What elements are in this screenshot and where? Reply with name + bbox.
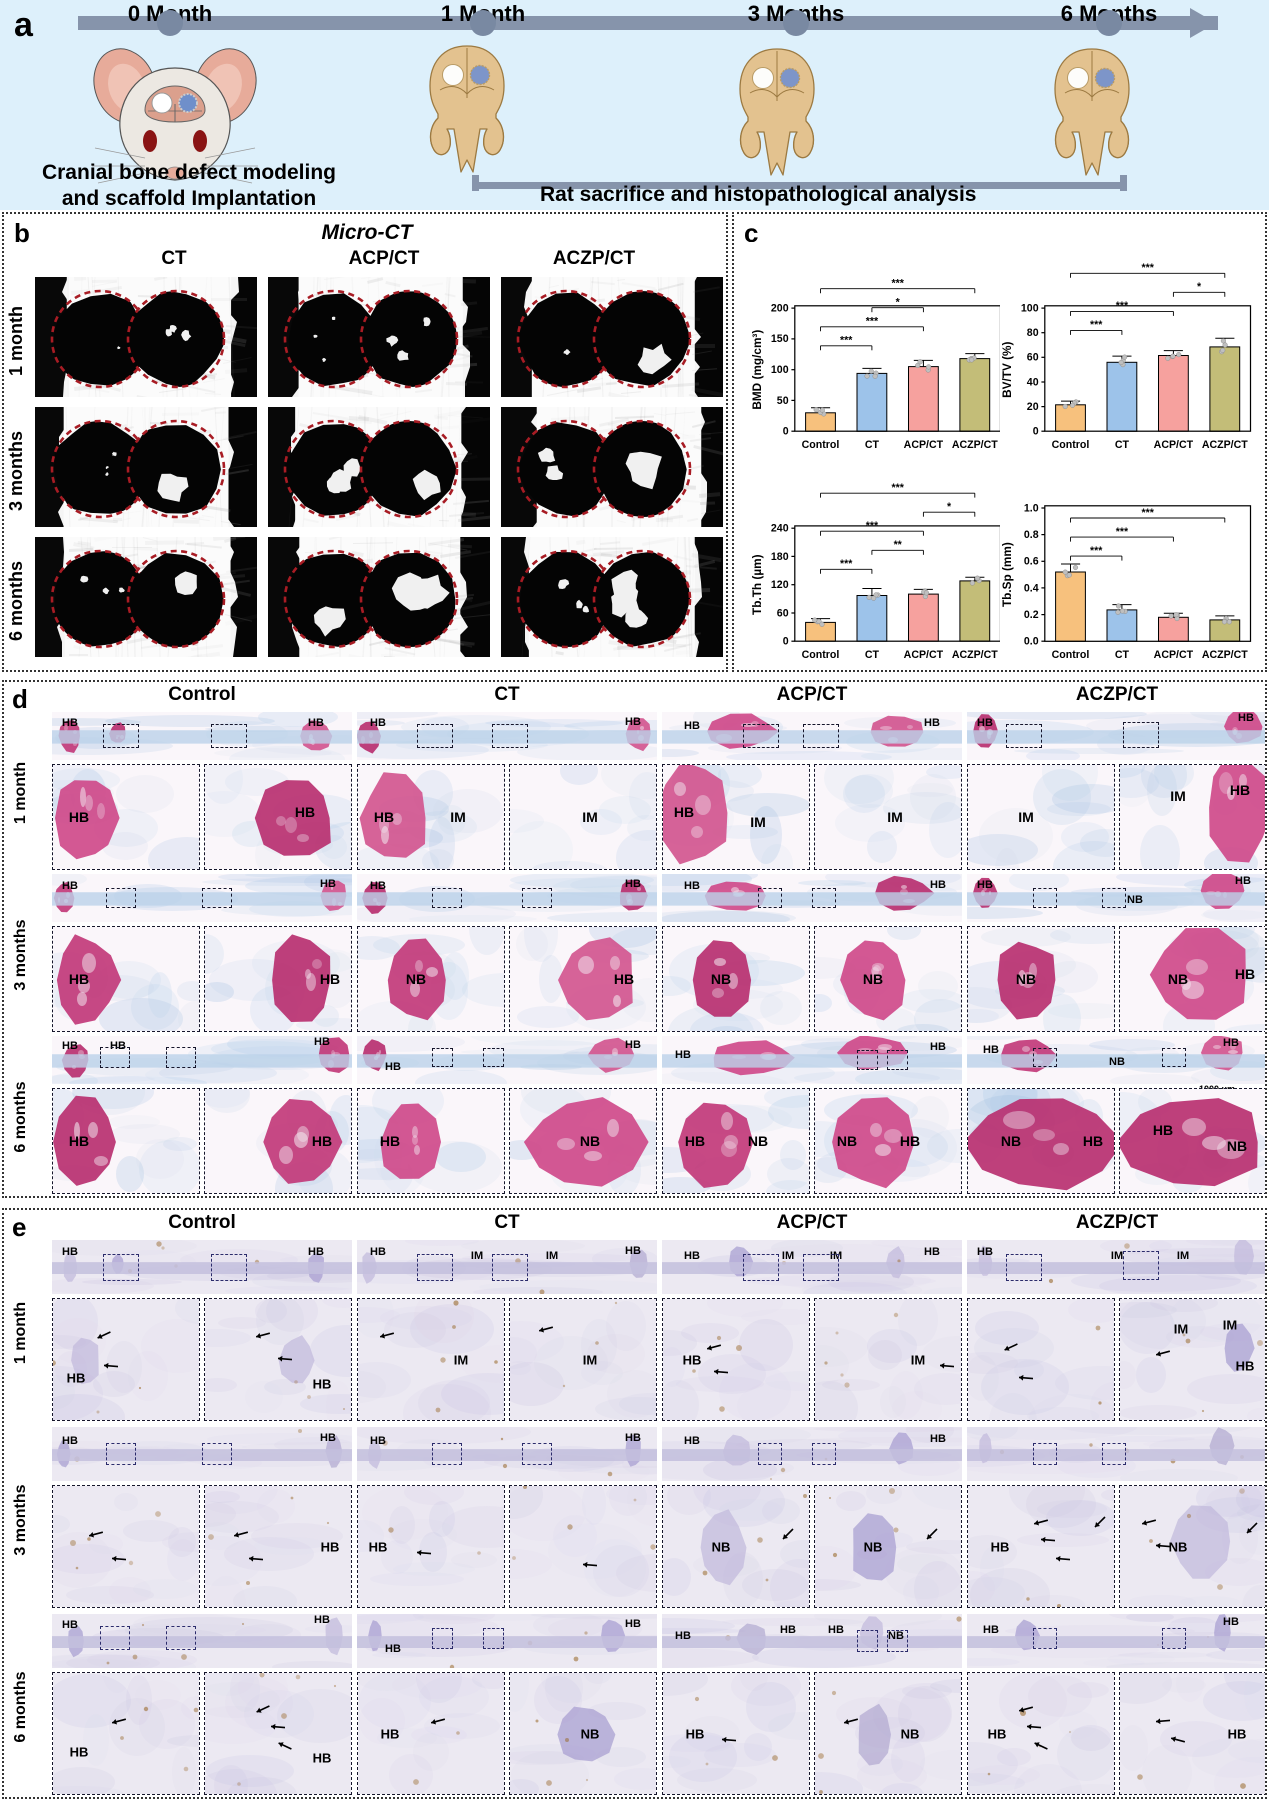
svg-text:ACP/CT: ACP/CT	[904, 649, 944, 661]
svg-text:CT: CT	[1115, 649, 1130, 661]
svg-text:Control: Control	[802, 439, 840, 451]
svg-text:0.6: 0.6	[1024, 556, 1039, 568]
svg-text:200: 200	[771, 302, 789, 314]
svg-text:ACZP/CT: ACZP/CT	[1202, 439, 1248, 451]
svg-text:***: ***	[1116, 526, 1129, 538]
svg-text:CT: CT	[865, 439, 880, 451]
svg-text:ACZP/CT: ACZP/CT	[1202, 649, 1248, 661]
svg-text:Tb.Th (µm): Tb.Th (µm)	[750, 554, 764, 615]
svg-text:60: 60	[1027, 352, 1039, 364]
svg-text:***: ***	[892, 482, 905, 494]
svg-text:ACZP/CT: ACZP/CT	[952, 649, 998, 661]
svg-text:20: 20	[1027, 401, 1039, 413]
svg-text:***: ***	[1116, 300, 1129, 312]
svg-text:ACP/CT: ACP/CT	[1154, 649, 1194, 661]
svg-text:CT: CT	[865, 649, 880, 661]
svg-text:0.4: 0.4	[1024, 582, 1039, 594]
svg-text:Control: Control	[1052, 439, 1090, 451]
svg-text:**: **	[894, 539, 903, 551]
svg-text:CT: CT	[1115, 439, 1130, 451]
svg-text:***: ***	[1090, 319, 1103, 331]
svg-text:Control: Control	[802, 649, 840, 661]
svg-text:100: 100	[1021, 302, 1039, 314]
svg-text:***: ***	[1142, 507, 1155, 519]
svg-text:***: ***	[892, 277, 905, 289]
svg-text:ACP/CT: ACP/CT	[1154, 439, 1194, 451]
svg-text:***: ***	[1142, 262, 1155, 274]
svg-text:0: 0	[783, 636, 789, 648]
svg-text:0.8: 0.8	[1024, 529, 1039, 541]
svg-text:80: 80	[1027, 327, 1039, 339]
svg-text:0.0: 0.0	[1024, 636, 1039, 648]
svg-text:ACP/CT: ACP/CT	[904, 439, 944, 451]
svg-text:40: 40	[1027, 376, 1039, 388]
svg-text:***: ***	[840, 558, 853, 570]
svg-text:240: 240	[771, 523, 789, 535]
svg-text:0.2: 0.2	[1024, 609, 1039, 621]
svg-text:BV/TV (%): BV/TV (%)	[1000, 341, 1014, 397]
svg-text:120: 120	[771, 579, 789, 591]
svg-text:180: 180	[771, 551, 789, 563]
svg-text:150: 150	[771, 333, 789, 345]
svg-text:***: ***	[866, 520, 879, 532]
svg-text:BMD (mg/cm³): BMD (mg/cm³)	[750, 330, 764, 410]
svg-text:***: ***	[866, 316, 879, 328]
svg-text:0: 0	[783, 426, 789, 438]
svg-text:100: 100	[771, 364, 789, 376]
svg-text:ACZP/CT: ACZP/CT	[952, 439, 998, 451]
svg-text:1.0: 1.0	[1024, 502, 1039, 514]
svg-text:Control: Control	[1052, 649, 1090, 661]
svg-text:60: 60	[777, 607, 789, 619]
svg-text:***: ***	[840, 335, 853, 347]
svg-text:50: 50	[777, 395, 789, 407]
svg-text:Tb.Sp (mm): Tb.Sp (mm)	[1000, 542, 1014, 607]
svg-text:***: ***	[1090, 545, 1103, 557]
svg-text:0: 0	[1033, 426, 1039, 438]
